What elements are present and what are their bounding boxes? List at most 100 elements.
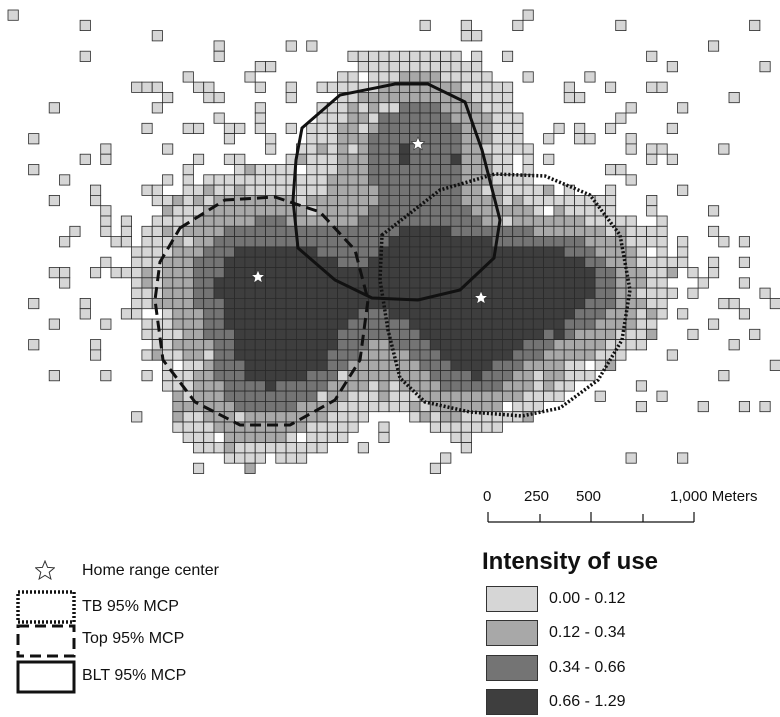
- grid-cell: [471, 71, 483, 83]
- grid-cell: [203, 236, 215, 248]
- grid-cell: [326, 194, 338, 207]
- grid-cell: [460, 297, 472, 310]
- grid-cell: [223, 452, 236, 464]
- grid-cell: [501, 194, 514, 207]
- grid-cell: [100, 143, 112, 155]
- grid-cell: [512, 359, 524, 371]
- grid-cell: [388, 370, 400, 382]
- grid-cell: [450, 194, 462, 207]
- grid-cell: [409, 400, 421, 413]
- grid-cell: [234, 267, 246, 279]
- grid-cell: [388, 277, 400, 289]
- grid-cell: [635, 287, 647, 299]
- grid-cell: [306, 215, 318, 227]
- grid-cell: [275, 308, 287, 320]
- grid-cell: [223, 215, 236, 227]
- grid-cell: [244, 452, 256, 464]
- grid-cell: [192, 277, 205, 289]
- grid-cell: [398, 122, 411, 135]
- grid-cell: [316, 174, 328, 186]
- grid-cell: [563, 194, 575, 207]
- home-range-center-star: [473, 290, 489, 305]
- grid-cell: [605, 194, 617, 207]
- grid-cell: [141, 246, 153, 258]
- grid-cell: [223, 287, 236, 299]
- grid-cell: [162, 194, 174, 207]
- grid-cell: [388, 194, 400, 207]
- grid-cell: [759, 61, 771, 73]
- grid-cell: [543, 380, 555, 392]
- grid-cell: [429, 122, 441, 135]
- grid-cell: [244, 328, 256, 340]
- grid-cell: [501, 153, 514, 165]
- grid-cell: [285, 411, 297, 423]
- grid-cell: [172, 236, 184, 248]
- grid-cell: [357, 112, 369, 124]
- grid-cell: [491, 349, 503, 361]
- grid-cell: [388, 349, 400, 361]
- grid-cell: [594, 215, 606, 227]
- grid-cell: [398, 184, 411, 196]
- grid-cell: [594, 236, 606, 248]
- grid-cell: [501, 184, 514, 196]
- grid-cell: [419, 225, 431, 238]
- grid-cell: [450, 112, 462, 124]
- grid-cell: [306, 308, 318, 320]
- grid-cell: [275, 411, 287, 423]
- grid-cell: [440, 452, 452, 464]
- grid-cell: [584, 277, 596, 289]
- legend-label-tb-mcp: TB 95% MCP: [82, 598, 179, 615]
- grid-cell: [635, 380, 647, 392]
- grid-cell: [450, 390, 462, 402]
- grid-cell: [203, 359, 215, 371]
- grid-cell: [429, 380, 441, 392]
- grid-cell: [48, 370, 60, 382]
- grid-cell: [460, 30, 472, 42]
- grid-cell: [203, 277, 215, 289]
- grid-cell: [316, 81, 328, 93]
- grid-cell: [491, 153, 503, 165]
- grid-cell: [450, 308, 462, 320]
- grid-cell: [429, 462, 441, 474]
- grid-cell: [192, 380, 205, 392]
- grid-cell: [440, 50, 452, 62]
- grid-cell: [440, 71, 452, 83]
- grid-cell: [172, 339, 184, 351]
- grid-cell: [460, 81, 472, 93]
- grid-cell: [275, 174, 287, 186]
- grid-cell: [306, 194, 318, 207]
- grid-cell: [398, 133, 411, 145]
- grid-cell: [368, 277, 380, 289]
- grid-cell: [481, 277, 493, 289]
- grid-cell: [491, 370, 503, 382]
- grid-cell: [512, 194, 524, 207]
- grid-cell: [522, 184, 534, 196]
- grid-cell: [594, 390, 606, 402]
- grid-cell: [151, 225, 163, 238]
- grid-cells: [7, 9, 780, 474]
- grid-cell: [512, 246, 524, 258]
- grid-cell: [192, 462, 205, 474]
- grid-cell: [501, 81, 514, 93]
- grid-cell: [646, 297, 658, 310]
- grid-cell: [646, 256, 658, 268]
- grid-cell: [28, 297, 40, 310]
- grid-cell: [419, 50, 431, 62]
- grid-cell: [275, 431, 287, 443]
- grid-cell: [666, 256, 678, 268]
- grid-cell: [131, 411, 143, 423]
- grid-cell: [182, 256, 194, 268]
- grid-cell: [574, 339, 586, 351]
- grid-cell: [326, 143, 338, 155]
- grid-cell: [295, 256, 308, 268]
- grid-cell: [182, 297, 194, 310]
- intensity-swatch: [486, 586, 538, 612]
- grid-cell: [244, 297, 256, 310]
- grid-cell: [450, 339, 462, 351]
- legend-label-blt-mcp: BLT 95% MCP: [82, 667, 187, 684]
- grid-cell: [450, 370, 462, 382]
- grid-cell: [306, 153, 318, 165]
- grid-cell: [285, 287, 297, 299]
- grid-cell: [388, 400, 400, 413]
- grid-cell: [440, 277, 452, 289]
